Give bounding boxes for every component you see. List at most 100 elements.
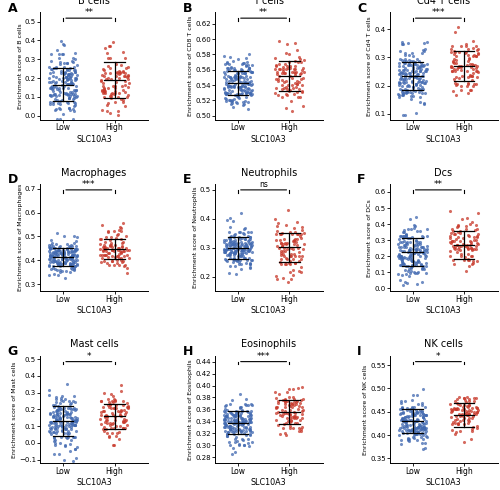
Point <box>232 433 240 441</box>
Point <box>415 57 423 65</box>
Point <box>296 55 304 63</box>
Point <box>245 50 253 58</box>
Point <box>230 66 238 74</box>
Point <box>50 249 58 257</box>
Point <box>246 263 254 270</box>
Point <box>58 251 66 259</box>
Point <box>74 416 82 424</box>
Point <box>420 423 428 431</box>
Point <box>404 404 411 412</box>
Point <box>105 403 113 411</box>
Point <box>66 400 74 408</box>
Point <box>246 239 254 247</box>
Point <box>236 84 244 92</box>
Point <box>104 227 112 235</box>
Point <box>70 421 78 429</box>
Point <box>119 257 127 265</box>
Point <box>232 256 240 264</box>
Point <box>246 233 254 241</box>
Point <box>66 259 74 267</box>
Point <box>240 437 248 444</box>
Point <box>118 407 126 415</box>
Point <box>419 69 427 77</box>
Point <box>232 241 240 248</box>
Point <box>420 47 428 55</box>
Point <box>449 58 457 66</box>
Point <box>406 238 414 246</box>
Point <box>230 240 238 248</box>
Point <box>65 422 73 430</box>
Point <box>114 252 122 260</box>
Point <box>409 417 417 425</box>
Point <box>228 423 236 431</box>
Point <box>460 395 468 403</box>
Text: ns: ns <box>259 180 268 189</box>
X-axis label: SLC10A3: SLC10A3 <box>76 306 112 315</box>
Point <box>55 92 63 99</box>
Point <box>398 403 406 411</box>
Point <box>237 414 245 421</box>
Point <box>408 251 416 259</box>
Point <box>238 240 246 247</box>
Point <box>246 235 254 243</box>
Point <box>228 240 236 248</box>
Point <box>466 237 474 245</box>
Point <box>98 221 106 229</box>
Point <box>466 55 473 63</box>
Point <box>51 265 59 273</box>
Point <box>297 70 305 77</box>
Point <box>472 226 480 234</box>
Point <box>461 242 469 250</box>
Point <box>273 275 281 283</box>
Point <box>282 403 290 411</box>
Point <box>104 402 112 410</box>
Point <box>416 247 424 255</box>
Point <box>473 67 481 74</box>
Point <box>292 238 300 245</box>
Point <box>246 415 254 423</box>
Point <box>220 423 228 431</box>
Point <box>113 429 121 437</box>
Point <box>462 411 470 419</box>
Point <box>418 439 426 446</box>
Point <box>49 252 57 260</box>
Point <box>474 404 482 412</box>
Point <box>419 76 427 84</box>
Point <box>53 248 61 256</box>
Point <box>272 409 280 417</box>
Point <box>397 232 405 240</box>
Point <box>110 405 118 413</box>
Point <box>402 233 410 241</box>
Point <box>243 89 251 97</box>
Point <box>274 408 281 416</box>
Point <box>62 434 70 441</box>
Point <box>240 59 248 67</box>
Point <box>234 418 241 426</box>
Point <box>233 99 241 107</box>
Point <box>398 408 406 416</box>
Point <box>235 258 243 266</box>
Point <box>113 259 121 267</box>
Point <box>112 432 120 440</box>
Point <box>120 424 128 432</box>
Point <box>454 63 462 71</box>
Point <box>411 417 419 425</box>
Point <box>50 411 58 418</box>
Point <box>46 258 54 266</box>
Point <box>98 86 106 94</box>
Point <box>419 243 427 251</box>
Point <box>64 75 72 83</box>
Point <box>276 430 284 438</box>
Point <box>59 250 67 258</box>
Point <box>422 411 430 419</box>
Point <box>104 228 112 236</box>
Point <box>414 245 422 253</box>
Point <box>464 403 472 411</box>
Point <box>73 245 81 253</box>
Point <box>462 409 469 417</box>
Point <box>274 219 282 226</box>
Point <box>54 260 62 268</box>
Point <box>229 217 237 225</box>
Point <box>290 91 298 98</box>
Point <box>276 65 283 73</box>
